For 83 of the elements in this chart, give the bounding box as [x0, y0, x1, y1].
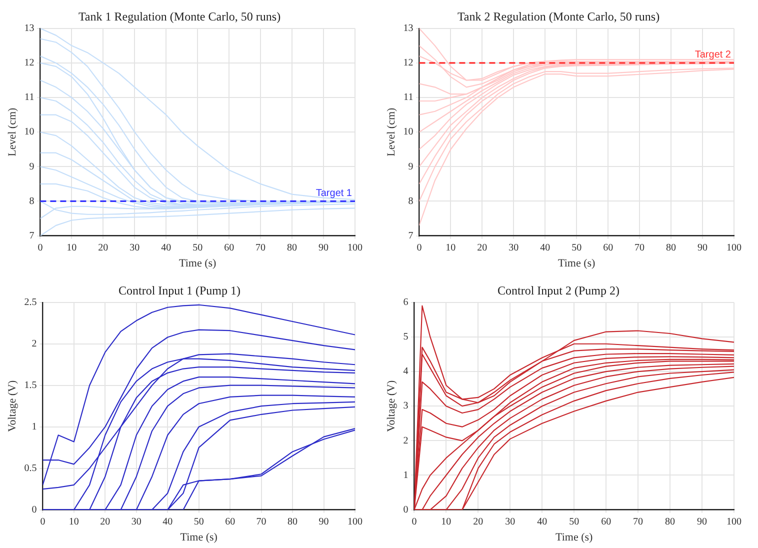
x-tick-label: 20: [98, 242, 108, 254]
x-tick-label: 100: [348, 516, 362, 528]
x-tick-label: 70: [633, 516, 644, 528]
y-axis-title: Voltage (V): [385, 380, 398, 432]
x-tick-label: 0: [40, 516, 46, 528]
x-tick-label: 40: [162, 516, 173, 528]
x-tick-label: 50: [192, 242, 203, 254]
y-tick-label: 2: [403, 435, 408, 446]
chart-title: Tank 2 Regulation (Monte Carlo, 50 runs): [457, 9, 660, 24]
y-tick-label: 11: [404, 92, 414, 104]
y-tick-label: 9: [408, 161, 414, 172]
x-tick-label: 60: [225, 516, 236, 528]
x-tick-label: 60: [601, 516, 612, 528]
y-tick-label: 1: [32, 421, 37, 432]
y-tick-label: 13: [403, 23, 414, 34]
x-tick-label: 70: [256, 516, 266, 528]
y-tick-label: 2.5: [24, 297, 37, 308]
y-tick-label: 10: [403, 126, 414, 138]
y-tick-label: 1: [403, 470, 408, 481]
y-axis-title: Voltage (V): [6, 380, 18, 432]
y-tick-label: 3: [403, 400, 408, 412]
x-tick-label: 70: [256, 242, 266, 254]
x-tick-label: 20: [473, 516, 484, 528]
x-tick-label: 40: [161, 242, 172, 254]
x-tick-label: 90: [697, 516, 708, 528]
x-tick-label: 100: [726, 242, 742, 254]
x-tick-label: 90: [698, 242, 708, 254]
x-axis-title: Time (s): [556, 531, 594, 544]
x-tick-label: 40: [540, 242, 550, 254]
y-axis-title: Level (cm): [385, 107, 398, 156]
x-tick-label: 80: [665, 516, 676, 528]
x-tick-label: 80: [287, 242, 298, 254]
x-axis-title: Time (s): [179, 257, 217, 270]
x-tick-label: 30: [131, 516, 142, 528]
y-tick-label: 8: [29, 196, 34, 207]
y-tick-label: 12: [403, 58, 414, 69]
y-tick-label: 13: [24, 23, 34, 34]
x-axis-title: Time (s): [558, 257, 596, 270]
x-tick-label: 0: [416, 242, 422, 254]
x-tick-label: 50: [569, 516, 580, 528]
ref-line-label: Target 2: [694, 50, 732, 61]
x-tick-label: 100: [726, 516, 742, 528]
x-tick-label: 20: [100, 516, 110, 528]
y-tick-label: 0.5: [24, 462, 37, 474]
y-tick-label: 11: [24, 92, 34, 104]
y-tick-label: 7: [408, 230, 414, 242]
x-tick-label: 20: [477, 242, 488, 254]
y-tick-label: 0: [403, 504, 408, 516]
chart-title: Control Input 2 (Pump 2): [498, 283, 620, 298]
x-tick-label: 90: [318, 242, 329, 254]
x-tick-label: 100: [348, 242, 362, 254]
x-axis-title: Time (s): [180, 531, 218, 544]
y-axis-title: Level (cm): [6, 107, 18, 156]
x-tick-label: 10: [441, 516, 452, 528]
y-tick-label: 8: [408, 196, 414, 207]
x-tick-label: 70: [634, 242, 645, 254]
y-tick-label: 2: [32, 338, 37, 350]
x-tick-label: 50: [194, 516, 204, 528]
y-tick-label: 10: [24, 126, 34, 138]
x-tick-label: 30: [130, 242, 140, 254]
y-tick-label: 7: [29, 230, 34, 242]
x-tick-label: 30: [505, 516, 516, 528]
x-tick-label: 80: [666, 242, 676, 254]
x-tick-label: 30: [508, 242, 519, 254]
ref-line-label: Target 1: [316, 188, 352, 199]
y-tick-label: 1.5: [24, 380, 37, 391]
y-tick-label: 0: [32, 504, 37, 516]
chart-title: Control Input 1 (Pump 1): [118, 283, 240, 298]
x-tick-label: 90: [318, 516, 329, 528]
x-tick-label: 10: [446, 242, 456, 254]
y-tick-label: 12: [24, 58, 34, 69]
x-tick-label: 40: [537, 516, 548, 528]
x-tick-label: 80: [288, 516, 298, 528]
y-tick-label: 6: [403, 297, 408, 308]
x-tick-label: 10: [68, 516, 79, 528]
x-tick-label: 60: [224, 242, 234, 254]
y-tick-label: 9: [29, 161, 34, 172]
x-tick-label: 10: [66, 242, 77, 254]
x-tick-label: 50: [572, 242, 582, 254]
y-tick-label: 5: [403, 332, 408, 343]
x-tick-label: 60: [603, 242, 614, 254]
chart-title: Tank 1 Regulation (Monte Carlo, 50 runs): [78, 9, 281, 24]
y-tick-label: 4: [403, 366, 408, 378]
